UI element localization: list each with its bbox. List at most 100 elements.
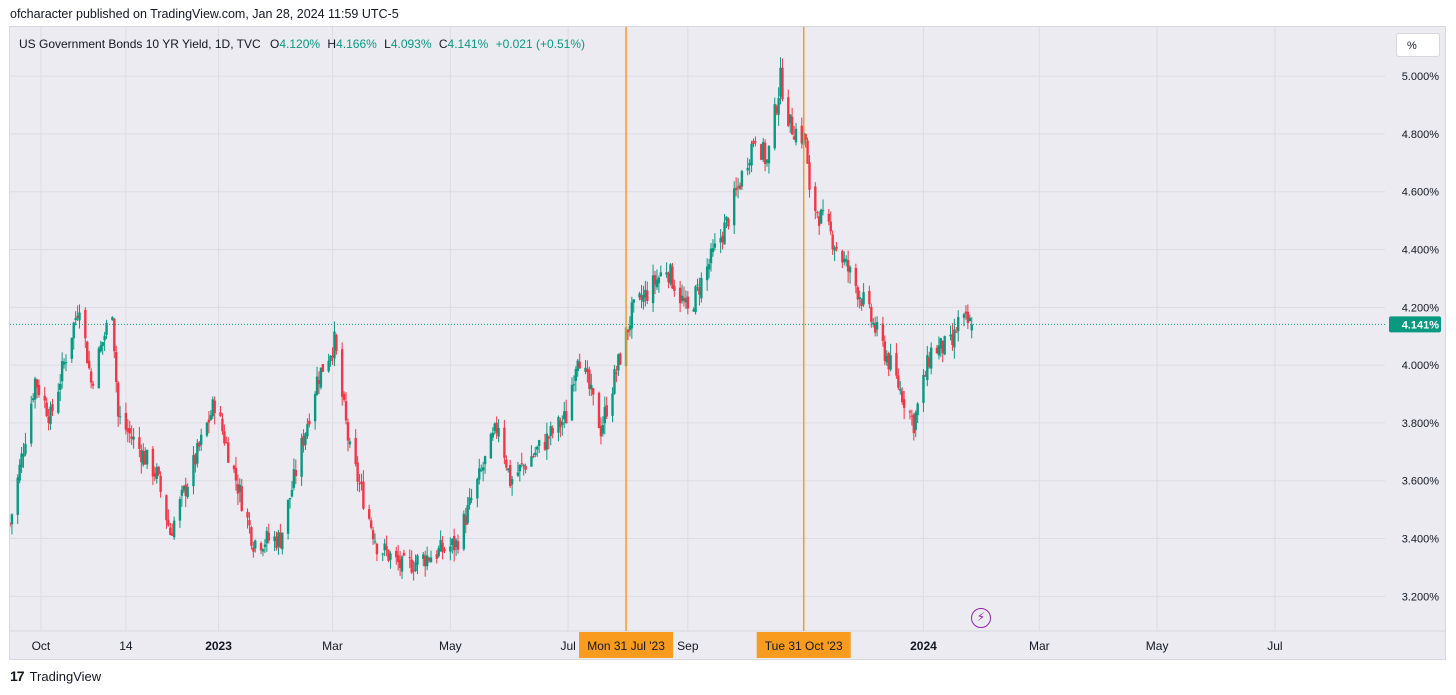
candle-body bbox=[694, 286, 697, 313]
chart-pane[interactable]: 5.000% 4.800% 4.600% 4.400% 4.200% 4.000% 3.80… bbox=[9, 26, 1446, 660]
candle-body bbox=[18, 464, 21, 481]
candle-body bbox=[254, 540, 257, 549]
x-tick-label: May bbox=[439, 639, 462, 653]
legend-high-value: 4.166% bbox=[336, 37, 377, 51]
footer-brand[interactable]: TradingView bbox=[29, 668, 102, 684]
percent-scale-button[interactable]: % bbox=[1396, 33, 1440, 57]
tradingview-logo-icon[interactable]: 17 bbox=[10, 668, 25, 684]
candle-body bbox=[601, 424, 605, 434]
candle-body bbox=[64, 362, 68, 364]
legend-low-key: L bbox=[384, 37, 391, 51]
candle-body bbox=[89, 371, 93, 383]
candle-body bbox=[543, 441, 547, 450]
candle-body bbox=[646, 290, 649, 301]
candle-body bbox=[211, 399, 214, 417]
candle-body bbox=[246, 511, 249, 518]
candle-body bbox=[497, 428, 500, 437]
candle-body bbox=[273, 536, 276, 542]
legend-symbol[interactable]: US Government Bonds 10 YR Yield, 1D, TVC bbox=[19, 37, 261, 51]
candle-body bbox=[860, 299, 863, 306]
candle-body bbox=[632, 299, 635, 303]
candle-body bbox=[829, 221, 832, 232]
candle-body bbox=[240, 486, 243, 511]
candle-body bbox=[970, 324, 973, 331]
candle-body bbox=[437, 548, 440, 557]
candle-body bbox=[808, 162, 811, 190]
candle-body bbox=[599, 426, 603, 437]
date-marker-badge bbox=[756, 632, 851, 658]
candle-body bbox=[862, 292, 865, 305]
candle-body bbox=[402, 552, 406, 556]
last-price-badge bbox=[1389, 316, 1441, 333]
candle-body bbox=[781, 67, 784, 100]
candle-body bbox=[62, 361, 66, 365]
candle-body bbox=[692, 309, 695, 312]
candle-body bbox=[194, 454, 197, 465]
candle-body bbox=[468, 497, 471, 505]
candle-body bbox=[777, 98, 780, 115]
candle-body bbox=[935, 347, 939, 354]
candle-body bbox=[561, 422, 564, 425]
candle-body bbox=[895, 353, 898, 376]
y-tick-label: 3.200% bbox=[1402, 591, 1440, 603]
candle-body bbox=[792, 136, 796, 140]
candle-body bbox=[746, 167, 749, 171]
candle-body bbox=[912, 414, 915, 434]
candlestick-chart[interactable]: 5.000% 4.800% 4.600% 4.400% 4.200% 4.000% 3.80… bbox=[10, 27, 1445, 659]
candle-body bbox=[321, 364, 325, 372]
candle-body bbox=[510, 479, 514, 485]
candle-body bbox=[157, 466, 160, 475]
candle-body bbox=[373, 541, 377, 543]
x-tick-label: 14 bbox=[119, 639, 133, 653]
candle-body bbox=[476, 478, 479, 499]
candle-body bbox=[396, 555, 400, 563]
candle-body bbox=[184, 484, 187, 496]
candle-body bbox=[503, 427, 506, 458]
candle-body bbox=[773, 104, 776, 149]
candle-body bbox=[470, 498, 473, 500]
candle-body bbox=[412, 570, 415, 572]
y-tick-label: 5.000% bbox=[1402, 71, 1440, 83]
candle-body bbox=[752, 140, 755, 145]
candle-body bbox=[209, 415, 213, 420]
candle-body bbox=[138, 437, 141, 449]
candle-body bbox=[410, 559, 413, 573]
candle-body bbox=[845, 259, 848, 262]
candle-body bbox=[804, 134, 807, 140]
candle-body bbox=[740, 171, 744, 187]
candle-body bbox=[207, 419, 211, 423]
candle-body bbox=[192, 455, 195, 487]
candle-body bbox=[186, 487, 189, 498]
candle-body bbox=[165, 495, 168, 521]
candle-body bbox=[115, 352, 118, 382]
candle-body bbox=[265, 530, 269, 544]
candle-body bbox=[846, 260, 850, 272]
candle-body bbox=[505, 459, 508, 468]
candle-body bbox=[10, 523, 12, 525]
candle-body bbox=[707, 264, 711, 270]
candle-body bbox=[10, 514, 14, 525]
candle-body bbox=[340, 349, 344, 397]
candle-body bbox=[483, 456, 487, 465]
candle-body bbox=[495, 422, 498, 434]
y-tick-label: 4.800% bbox=[1402, 129, 1440, 141]
candle-body bbox=[592, 388, 595, 395]
candle-body bbox=[91, 383, 95, 386]
candle-body bbox=[99, 345, 102, 352]
candle-body bbox=[673, 285, 676, 291]
candle-body bbox=[765, 160, 769, 163]
candle-body bbox=[290, 489, 294, 497]
lightning-icon[interactable]: ⚡ bbox=[971, 608, 991, 628]
candle-body bbox=[97, 348, 101, 389]
candle-body bbox=[611, 393, 614, 416]
candle-body bbox=[873, 323, 877, 333]
candle-body bbox=[943, 336, 946, 355]
candle-body bbox=[159, 475, 162, 492]
candle-body bbox=[723, 222, 726, 245]
candle-body bbox=[883, 341, 887, 361]
symbol-legend: US Government Bonds 10 YR Yield, 1D, TVC… bbox=[19, 37, 589, 51]
candle-body bbox=[452, 536, 456, 551]
candle-body bbox=[22, 453, 25, 457]
candle-body bbox=[841, 250, 844, 263]
candle-body bbox=[213, 400, 216, 414]
